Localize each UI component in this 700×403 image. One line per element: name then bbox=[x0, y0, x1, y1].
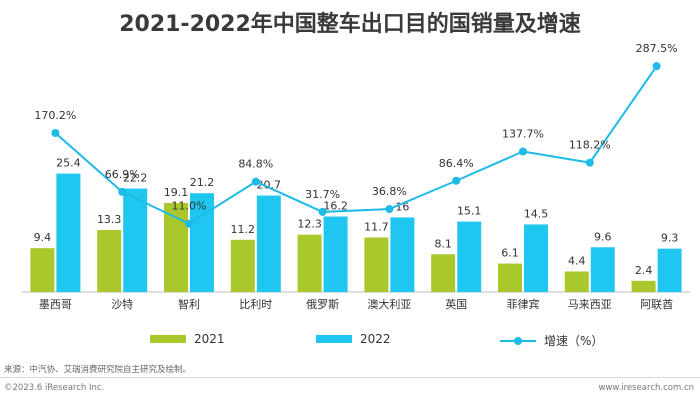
bar-label-2021-9: 2.4 bbox=[635, 264, 653, 277]
x-tick-label-4: 俄罗斯 bbox=[306, 298, 339, 311]
bar-label-2021-7: 6.1 bbox=[501, 247, 519, 260]
growth-point-3 bbox=[251, 177, 260, 186]
bar-2021-6 bbox=[431, 254, 456, 292]
bar-2021-5 bbox=[364, 237, 389, 292]
bar-2021-3 bbox=[230, 239, 255, 292]
legend: 2021 2022 增速（%） bbox=[0, 332, 700, 356]
growth-point-0 bbox=[51, 128, 60, 137]
bar-2022-7 bbox=[524, 224, 548, 292]
growth-point-4 bbox=[318, 207, 327, 216]
x-tick-label-1: 沙特 bbox=[111, 297, 133, 311]
x-tick-label-8: 马来西亚 bbox=[568, 298, 612, 311]
x-tick-label-2: 智利 bbox=[178, 297, 200, 311]
growth-label-3: 84.8% bbox=[238, 158, 273, 171]
x-tick-label-0: 墨西哥 bbox=[39, 298, 72, 311]
legend-swatch-2022 bbox=[316, 335, 352, 343]
bar-label-2021-1: 13.3 bbox=[97, 213, 122, 226]
bar-label-2022-3: 20.7 bbox=[257, 179, 282, 192]
x-tick-label-6: 英国 bbox=[445, 297, 467, 311]
x-tick-label-7: 菲律宾 bbox=[507, 297, 540, 311]
growth-label-5: 36.8% bbox=[372, 185, 407, 198]
legend-item-growth: 增速（%） bbox=[500, 332, 603, 349]
bar-label-2022-2: 21.2 bbox=[190, 176, 215, 189]
bar-label-2022-4: 16.2 bbox=[323, 200, 348, 213]
legend-item-2022: 2022 bbox=[316, 332, 391, 346]
bar-2022-5 bbox=[390, 217, 415, 292]
x-tick-label-3: 比利时 bbox=[239, 298, 272, 311]
growth-label-1: 66.9% bbox=[105, 168, 140, 181]
growth-point-9 bbox=[652, 62, 661, 71]
growth-label-9: 287.5% bbox=[636, 42, 678, 55]
x-tick-label-5: 澳大利亚 bbox=[367, 297, 411, 311]
legend-label-2021: 2021 bbox=[194, 332, 225, 346]
growth-label-8: 118.2% bbox=[569, 139, 611, 152]
bar-label-2022-1: 22.2 bbox=[123, 172, 148, 185]
bar-label-2021-5: 11.7 bbox=[364, 220, 389, 233]
bar-label-2021-3: 11.2 bbox=[231, 223, 256, 236]
bar-2021-1 bbox=[97, 230, 122, 292]
growth-label-2: 11.0% bbox=[172, 200, 207, 213]
growth-point-8 bbox=[585, 158, 594, 167]
bar-2022-6 bbox=[457, 221, 482, 292]
bar-2021-8 bbox=[564, 271, 589, 292]
bar-label-2021-6: 8.1 bbox=[434, 237, 452, 250]
growth-point-2 bbox=[185, 219, 193, 228]
bar-2021-0 bbox=[30, 248, 55, 292]
bar-2022-9 bbox=[657, 248, 682, 292]
growth-label-7: 137.7% bbox=[502, 128, 544, 141]
bar-2022-4 bbox=[323, 216, 348, 292]
bar-2021-4 bbox=[297, 234, 322, 292]
chart: 9.4 25.4 墨西哥 13.3 22.2 沙特 19.121.2 智利 11.2 20.7 比利… bbox=[22, 42, 690, 311]
bar-label-2022-6: 15.1 bbox=[457, 205, 482, 218]
growth-point-5 bbox=[385, 205, 394, 214]
bar-2021-7 bbox=[498, 263, 522, 292]
bar-label-2022-0: 25.4 bbox=[56, 157, 81, 170]
bar-2022-0 bbox=[56, 173, 81, 292]
website: www.iresearch.com.cn bbox=[598, 383, 694, 393]
bar-2022-1 bbox=[123, 188, 148, 292]
chart-title: 2021-2022年中国整车出口目的国销量及增速 bbox=[119, 12, 581, 37]
bar-label-2022-8: 9.6 bbox=[594, 230, 612, 243]
bar-label-2021-0: 9.4 bbox=[34, 231, 52, 244]
bar-label-2021-4: 12.3 bbox=[297, 218, 322, 231]
x-tick-label-9: 阿联酋 bbox=[640, 297, 673, 311]
source-note: 来源：中汽协、艾瑞消费研究院自主研究及绘制。 bbox=[4, 365, 192, 375]
bar-2022-8 bbox=[590, 247, 615, 292]
bar-label-2022-7: 14.5 bbox=[524, 207, 549, 220]
growth-label-4: 31.7% bbox=[305, 188, 340, 201]
growth-label-6: 86.4% bbox=[439, 157, 474, 170]
bar-2021-2 bbox=[164, 202, 188, 292]
bar-label-2021-2: 19.1 bbox=[164, 186, 189, 199]
growth-label-0: 170.2% bbox=[34, 109, 76, 122]
legend-item-2021: 2021 bbox=[150, 332, 225, 346]
legend-label-growth: 增速（%） bbox=[544, 334, 604, 348]
growth-line bbox=[54, 65, 658, 225]
bar-label-2021-8: 4.4 bbox=[568, 254, 586, 267]
legend-label-2022: 2022 bbox=[360, 332, 391, 346]
footer-divider bbox=[0, 377, 700, 378]
growth-point-1 bbox=[118, 187, 127, 196]
legend-line-growth bbox=[500, 336, 536, 346]
growth-point-6 bbox=[452, 176, 461, 185]
legend-swatch-2021 bbox=[150, 335, 186, 343]
bar-2022-3 bbox=[256, 195, 281, 292]
copyright: ©2023.6 iResearch Inc. bbox=[4, 383, 105, 393]
bar-2021-9 bbox=[631, 280, 656, 292]
bar-label-2022-9: 9.3 bbox=[661, 232, 679, 245]
growth-point-7 bbox=[519, 147, 527, 156]
bar-label-2022-5: 16 bbox=[395, 200, 409, 213]
